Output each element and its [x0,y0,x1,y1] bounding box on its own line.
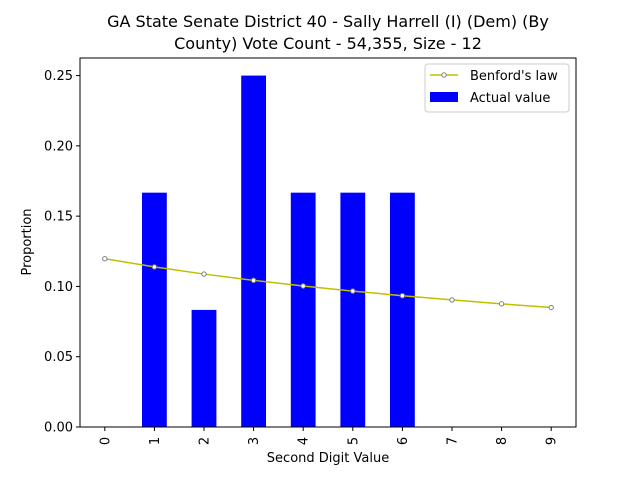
legend: Benford's law Actual value [425,64,569,112]
x-tick-label: 6 [396,437,411,445]
chart-title-line-1: GA State Senate District 40 - Sally Harr… [107,12,549,31]
benford-point-digit-9 [549,305,553,309]
benford-point-digit-4 [301,284,305,288]
chart-title-line-2: County) Vote Count - 54,355, Size - 12 [174,34,482,53]
y-axis-label: Proportion [20,208,35,275]
x-tick-label: 4 [297,437,312,445]
x-axis-label: Second Digit Value [267,451,389,466]
y-tick-label: 0.20 [44,139,73,154]
legend-actual-swatch [430,92,458,102]
benford-point-digit-6 [400,294,404,298]
y-tick-label: 0.05 [44,350,73,365]
y-tick-label: 0.15 [44,210,73,225]
y-tick-label: 0.25 [44,69,73,84]
benford-point-digit-7 [450,298,454,302]
bar-digit-1 [142,193,167,427]
legend-actual-label: Actual value [470,91,550,106]
benford-point-digit-1 [152,265,156,269]
benford-point-digit-3 [251,278,255,282]
bar-digit-5 [340,193,365,427]
x-tick-label: 2 [198,437,213,445]
bar-digit-2 [192,310,217,427]
x-tick-label: 7 [446,437,461,445]
y-tick-label: 0.10 [44,280,73,295]
benford-point-digit-0 [103,257,107,261]
bar-digit-3 [241,76,266,427]
x-tick-label: 3 [247,437,262,445]
y-tick-label: 0.00 [44,421,73,436]
bar-digit-6 [390,193,415,427]
benford-point-digit-5 [351,289,355,293]
x-tick-label: 1 [148,437,163,445]
bar-digit-4 [291,193,316,427]
x-tick-label: 8 [495,437,510,445]
benford-point-digit-2 [202,272,206,276]
legend-benford-label: Benford's law [470,69,558,84]
x-tick-label: 5 [346,437,361,445]
benford-point-digit-8 [499,302,503,306]
legend-benford-marker-swatch [442,73,446,77]
x-tick-label: 0 [98,437,113,445]
x-tick-label: 9 [545,437,560,445]
